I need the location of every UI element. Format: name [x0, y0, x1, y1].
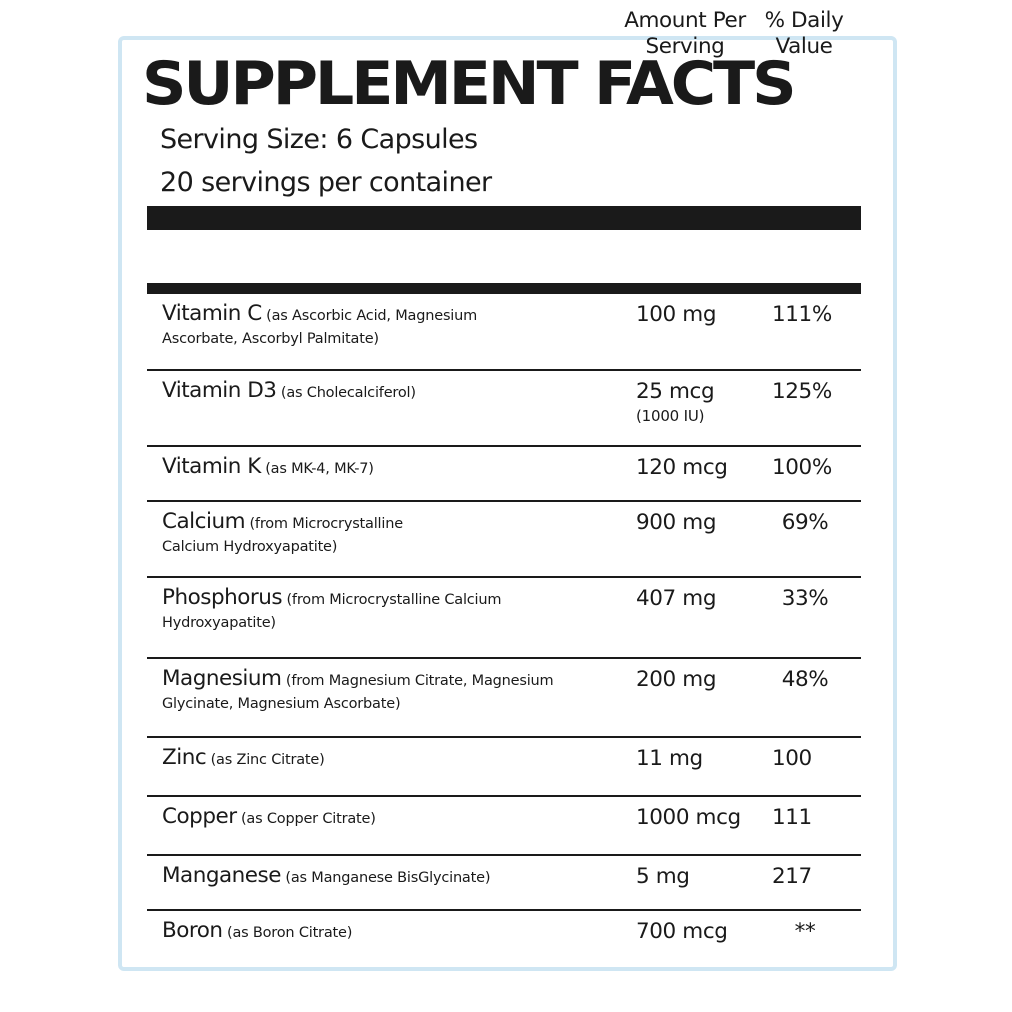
table-row: Vitamin D3 (as Cholecalciferol) 25 mcg (10… [147, 371, 861, 447]
column-header-amount-text: Amount Per Serving [624, 8, 746, 59]
nutrient-source: (as Boron Citrate) [226, 925, 353, 941]
daily-value-cell: 33% [781, 586, 829, 611]
amount-value: 900 mg [636, 510, 717, 535]
nutrient-cell: Calcium (from Microcrystalline Calcium H… [162, 510, 462, 559]
daily-value-cell: 100 [772, 746, 812, 771]
table-row: Vitamin C (as Ascorbic Acid, Magnesium A… [147, 294, 861, 371]
nutrient-cell: Magnesium (from Magnesium Citrate, Magne… [162, 667, 562, 716]
servings-per-container: 20 servings per container [160, 167, 492, 198]
nutrient-source: (from Microcrystalline Calcium Hydroxyap… [162, 516, 403, 555]
nutrient-name: Vitamin C [162, 301, 262, 326]
table-row: Phosphorus (from Microcrystalline Calciu… [147, 578, 861, 659]
amount-cell: 407 mg [636, 586, 716, 612]
column-header-daily-value-text: % Daily Value [764, 8, 844, 59]
table-row: Manganese (as Manganese BisGlycinate) 5 m… [147, 856, 861, 911]
nutrient-source: (from Magnesium Citrate, Magnesium Glyci… [162, 673, 554, 712]
table-row: Magnesium (from Magnesium Citrate, Magne… [147, 659, 861, 738]
nutrient-cell: Phosphorus (from Microcrystalline Calciu… [162, 586, 572, 635]
amount-value: 200 mg [636, 667, 717, 692]
nutrient-cell: Copper (as Copper Citrate) [162, 805, 562, 831]
amount-value: 100 mg [636, 302, 717, 327]
nutrient-name: Zinc [162, 745, 207, 770]
amount-cell: 120 mcg [636, 455, 728, 481]
nutrient-source: (from Microcrystalline Calcium Hydroxyap… [162, 592, 502, 631]
amount-cell: 100 mg [636, 302, 716, 328]
amount-cell: 200 mg [636, 667, 716, 693]
nutrient-name: Magnesium [162, 666, 282, 691]
daily-value-cell: 217 [772, 864, 812, 889]
daily-value-cell: 69% [781, 510, 829, 535]
column-header-daily-value: % Daily Value [758, 8, 850, 60]
amount-value: 120 mcg [636, 455, 728, 480]
nutrient-source: (as Zinc Citrate) [210, 752, 325, 768]
amount-cell: 5 mg [636, 864, 690, 890]
amount-value: 11 mg [636, 746, 703, 771]
nutrient-source: (as MK-4, MK-7) [265, 461, 374, 477]
nutrient-cell: Vitamin C (as Ascorbic Acid, Magnesium A… [162, 302, 542, 351]
amount-cell: 1000 mcg [636, 805, 741, 831]
nutrient-source: (as Ascorbic Acid, Magnesium Ascorbate, … [162, 308, 478, 347]
amount-value: 1000 mcg [636, 805, 741, 830]
column-header-amount: Amount Per Serving [620, 8, 750, 60]
amount-value: 25 mcg [636, 379, 715, 404]
header-divider [147, 283, 861, 294]
nutrient-name: Boron [162, 918, 223, 943]
amount-value: 407 mg [636, 586, 717, 611]
table-row: Calcium (from Microcrystalline Calcium H… [147, 502, 861, 578]
nutrient-name: Calcium [162, 509, 246, 534]
nutrient-name: Copper [162, 804, 237, 829]
nutrient-cell: Vitamin K (as MK-4, MK-7) [162, 455, 562, 481]
nutrient-source: (as Copper Citrate) [240, 811, 376, 827]
label-title: SUPPLEMENT FACTS [142, 49, 797, 119]
amount-cell: 700 mcg [636, 919, 728, 945]
amount-cell: 900 mg [636, 510, 716, 536]
daily-value-cell: 111 [772, 805, 812, 830]
serving-size: Serving Size: 6 Capsules [160, 124, 478, 155]
nutrient-source: (as Cholecalciferol) [280, 385, 416, 401]
table-row: Zinc (as Zinc Citrate) 11 mg 100 [147, 738, 861, 797]
nutrient-source: (as Manganese BisGlycinate) [285, 870, 491, 886]
nutrient-name: Phosphorus [162, 585, 283, 610]
daily-value-cell: 125% [772, 379, 832, 404]
amount-note: (1000 IU) [636, 407, 705, 425]
nutrient-name: Manganese [162, 863, 281, 888]
nutrient-cell: Zinc (as Zinc Citrate) [162, 746, 562, 772]
nutrient-cell: Boron (as Boron Citrate) [162, 919, 562, 945]
amount-value: 700 mcg [636, 919, 728, 944]
table-row: Copper (as Copper Citrate) 1000 mcg 111 [147, 797, 861, 856]
daily-value-cell: ** [794, 919, 816, 944]
daily-value-cell: 48% [781, 667, 829, 692]
daily-value-cell: 111% [772, 302, 832, 327]
supplement-facts-panel [118, 36, 897, 971]
amount-value: 5 mg [636, 864, 690, 889]
amount-cell: 11 mg [636, 746, 703, 772]
daily-value-cell: 100% [772, 455, 832, 480]
nutrient-cell: Manganese (as Manganese BisGlycinate) [162, 864, 582, 890]
nutrient-cell: Vitamin D3 (as Cholecalciferol) [162, 379, 562, 405]
nutrient-name: Vitamin D3 [162, 378, 277, 403]
amount-cell: 25 mcg (1000 IU) [636, 379, 715, 427]
table-row: Boron (as Boron Citrate) 700 mcg ** [147, 911, 861, 961]
table-row: Vitamin K (as MK-4, MK-7) 120 mcg 100% [147, 447, 861, 502]
thick-divider [147, 206, 861, 230]
nutrient-name: Vitamin K [162, 454, 261, 479]
